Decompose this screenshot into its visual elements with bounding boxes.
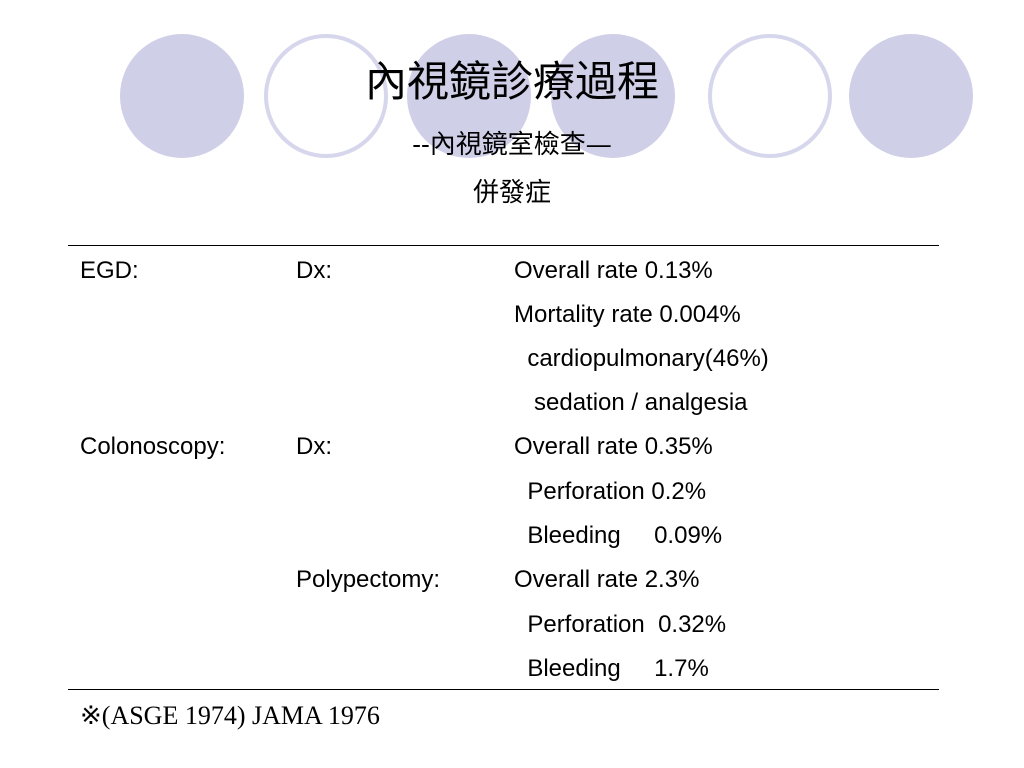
- rate-cell: cardiopulmonary(46%): [514, 345, 769, 372]
- circle-filled-4: [849, 34, 973, 158]
- table-row: Bleeding 0.09%: [0, 514, 1024, 558]
- table-row: Perforation 0.2%: [0, 470, 1024, 514]
- source-footnote: ※(ASGE 1974) JAMA 1976: [80, 701, 380, 730]
- table-row: Polypectomy: Overall rate 2.3%: [0, 558, 1024, 602]
- table-bottom-rule: [68, 689, 939, 690]
- rate-cell: Mortality rate 0.004%: [514, 301, 741, 328]
- table-row: Bleeding 1.7%: [0, 647, 1024, 691]
- table-top-rule: [68, 245, 939, 246]
- circle-filled-1: [120, 34, 244, 158]
- circle-ring-1: [264, 34, 388, 158]
- rate-cell: Perforation 0.2%: [514, 478, 707, 505]
- rate-cell: Overall rate 0.35%: [514, 433, 713, 460]
- slide-subtitle: --內視鏡室檢查—: [412, 130, 612, 160]
- procedure-cell: EGD:: [80, 257, 139, 284]
- type-cell: Dx:: [296, 433, 332, 460]
- table-row: sedation / analgesia: [0, 381, 1024, 425]
- table-row: Colonoscopy: Dx: Overall rate 0.35%: [0, 425, 1024, 469]
- rate-cell: Overall rate 2.3%: [514, 566, 700, 593]
- rate-cell: Bleeding 1.7%: [514, 655, 709, 682]
- rate-cell: Bleeding 0.09%: [514, 522, 723, 549]
- slide-title: 內視鏡診療過程: [364, 57, 659, 106]
- circle-ring-2: [708, 34, 832, 158]
- circle-filled-2: [407, 34, 531, 158]
- table-row: Perforation 0.32%: [0, 603, 1024, 647]
- rate-cell: Overall rate 0.13%: [514, 257, 713, 284]
- table-row: EGD: Dx: Overall rate 0.13%: [0, 249, 1024, 293]
- slide-subtitle-complications: 併發症: [472, 178, 551, 208]
- procedure-cell: Colonoscopy:: [80, 433, 226, 460]
- circle-filled-3: [551, 34, 675, 158]
- rate-cell: Perforation 0.32%: [514, 611, 727, 638]
- table-row: Mortality rate 0.004%: [0, 293, 1024, 337]
- type-cell: Dx:: [296, 257, 332, 284]
- decorative-circles: [120, 34, 973, 158]
- table-row: cardiopulmonary(46%): [0, 337, 1024, 381]
- rate-cell: sedation / analgesia: [514, 389, 748, 416]
- type-cell: Polypectomy:: [296, 566, 441, 593]
